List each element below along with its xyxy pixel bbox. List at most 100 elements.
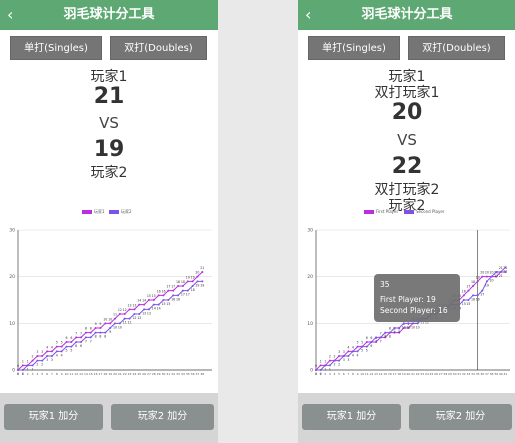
tooltip-second-player: Second Player: 16 — [380, 306, 448, 315]
data-point — [393, 327, 396, 329]
data-point — [375, 341, 378, 343]
x-tick-label: 19 — [108, 372, 112, 376]
legend-label-player1: 玩家1 — [94, 209, 105, 214]
x-tick-label: 4 — [334, 372, 336, 376]
data-label: 10 — [406, 325, 410, 329]
data-label: 20 — [485, 271, 489, 275]
x-tick-label: 34 — [471, 372, 475, 376]
data-point — [476, 294, 479, 297]
player2-name: 玩家2 — [388, 198, 426, 214]
data-point — [388, 331, 391, 334]
x-tick-label: 10 — [360, 372, 364, 376]
data-label: 8 — [384, 335, 386, 339]
y-tick-label: 30 — [9, 228, 15, 234]
data-point — [167, 289, 170, 292]
add-point-player2-button[interactable]: 玩家2 加分 — [409, 404, 512, 430]
data-point — [315, 369, 317, 371]
x-tick-label: 22 — [123, 372, 127, 376]
tooltip-index: 35 — [380, 280, 390, 289]
x-tick-label: 32 — [462, 372, 466, 376]
data-point — [152, 303, 155, 306]
data-label: 5 — [70, 349, 72, 353]
x-tick-label: 38 — [200, 372, 204, 376]
x-tick-label: 30 — [453, 372, 457, 376]
data-label: 10 — [118, 325, 122, 329]
data-point — [123, 313, 126, 315]
chevron-left-icon[interactable]: ‹ — [305, 5, 312, 24]
x-tick-label: 3 — [329, 372, 331, 376]
data-point — [365, 345, 368, 348]
data-point — [365, 341, 368, 343]
series-line-2 — [18, 280, 203, 371]
data-label: 2 — [338, 363, 340, 367]
x-tick-label: 28 — [152, 372, 156, 376]
x-tick-label: 27 — [439, 372, 443, 376]
x-tick-label: 17 — [393, 372, 397, 376]
singles-button[interactable]: 单打(Singles) — [10, 36, 102, 60]
data-point — [41, 355, 44, 357]
x-tick-label: 14 — [84, 372, 88, 376]
data-label: 11 — [425, 321, 429, 325]
data-label: 4 — [347, 345, 349, 349]
data-point — [123, 317, 126, 320]
data-label: 4 — [357, 353, 359, 357]
legend-swatch-second-player — [404, 210, 414, 214]
data-label: 5 — [65, 349, 67, 353]
data-point — [407, 327, 410, 329]
data-point — [31, 364, 34, 367]
data-point — [191, 280, 194, 283]
data-label: 2 — [36, 363, 38, 367]
x-tick-label: 14 — [379, 372, 383, 376]
data-point — [384, 336, 387, 339]
data-label: 3 — [36, 350, 38, 354]
y-tick-label: 20 — [307, 274, 313, 280]
data-label: 3 — [343, 350, 345, 354]
data-point — [167, 299, 170, 301]
x-tick-label: 10 — [65, 372, 69, 376]
add-point-player1-button[interactable]: 玩家1 加分 — [4, 404, 103, 430]
data-label: 3 — [41, 350, 43, 354]
data-label: 1 — [324, 359, 326, 363]
data-label: 3 — [51, 358, 53, 362]
data-label: 13 — [142, 311, 146, 315]
data-label: 19 — [195, 283, 199, 287]
x-tick-label: 7 — [347, 372, 349, 376]
doubles-button[interactable]: 双打(Doubles) — [110, 36, 207, 60]
data-label: 20 — [195, 271, 199, 275]
x-tick-label: 26 — [142, 372, 146, 376]
data-point — [398, 327, 401, 329]
data-point — [147, 308, 150, 311]
data-point — [118, 322, 121, 325]
data-point — [328, 364, 331, 367]
data-label: 20 — [480, 271, 484, 275]
data-point — [143, 308, 146, 311]
x-tick-label: 23 — [420, 372, 424, 376]
data-label: 6 — [370, 344, 372, 348]
data-label: 5 — [56, 341, 58, 345]
data-point — [398, 331, 401, 334]
x-tick-label: 24 — [132, 372, 136, 376]
chevron-left-icon[interactable]: ‹ — [7, 5, 14, 24]
bottom-bar: 玩家1 加分 玩家2 加分 — [298, 393, 515, 443]
data-point — [181, 289, 184, 292]
data-point — [80, 341, 83, 343]
data-point — [65, 345, 68, 348]
add-point-player1-button[interactable]: 玩家1 加分 — [302, 404, 401, 430]
x-tick-label: 13 — [374, 372, 378, 376]
data-point — [143, 303, 146, 306]
doubles-button[interactable]: 双打(Doubles) — [408, 36, 505, 60]
add-point-player2-button[interactable]: 玩家2 加分 — [111, 404, 214, 430]
x-tick-label: 18 — [397, 372, 401, 376]
data-label: 3 — [46, 358, 48, 362]
data-point — [104, 331, 107, 334]
data-point — [384, 331, 387, 334]
data-point — [379, 336, 382, 339]
x-tick-label: 11 — [365, 372, 369, 376]
data-point — [402, 327, 405, 329]
singles-button[interactable]: 单打(Singles) — [308, 36, 400, 60]
data-label: 5 — [357, 341, 359, 345]
data-point — [347, 355, 350, 357]
data-point — [80, 336, 83, 339]
data-point — [89, 336, 92, 339]
